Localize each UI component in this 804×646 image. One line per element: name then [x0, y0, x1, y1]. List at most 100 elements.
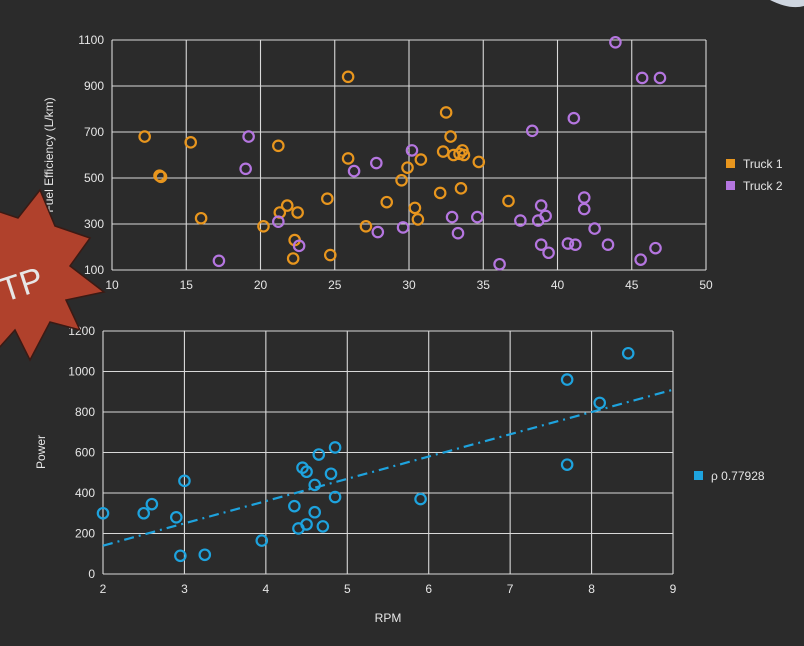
data-point: [514, 214, 527, 227]
y-tick-label: 700: [84, 125, 104, 139]
data-point: [396, 221, 410, 234]
data-point: [347, 164, 361, 178]
y-tick-label: 1100: [78, 33, 104, 47]
y-tick-label: 0: [88, 567, 95, 581]
data-point: [649, 241, 662, 255]
data-point: [255, 534, 269, 547]
grid: [111, 39, 707, 271]
y-tick-label: 800: [75, 405, 95, 419]
data-point: [408, 201, 422, 215]
data-point: [457, 148, 471, 162]
legend: ρ 0.77928: [694, 469, 765, 483]
data-point: [621, 346, 635, 360]
data-point: [593, 396, 607, 410]
legend: Truck 1 Truck 2: [726, 157, 783, 193]
data-point: [414, 492, 427, 506]
data-point: [198, 548, 212, 562]
data-point: [169, 510, 183, 524]
data-point: [601, 238, 615, 251]
data-point: [242, 130, 255, 143]
data-point: [138, 130, 151, 143]
legend-swatch: [694, 471, 703, 480]
data-point: [370, 156, 383, 170]
y-tick-label: 400: [75, 486, 95, 500]
data-point: [635, 71, 649, 85]
x-tick-label: 5: [344, 582, 351, 596]
data-point: [502, 194, 515, 208]
data-point: [286, 252, 300, 265]
data-point: [653, 71, 667, 85]
y-axis-title: Power: [34, 435, 48, 469]
data-point: [561, 237, 575, 250]
data-point: [542, 246, 555, 260]
y-tick-label: 1000: [68, 365, 95, 379]
y-tick-label: 900: [84, 79, 104, 93]
legend-label: Truck 1: [743, 157, 783, 171]
data-point: [288, 499, 301, 513]
data-points: [96, 346, 635, 563]
data-point: [316, 520, 330, 533]
x-tick-label: 9: [670, 582, 677, 596]
data-point: [154, 170, 168, 184]
x-tick-label: 35: [477, 278, 491, 292]
data-point: [194, 211, 208, 225]
data-point: [569, 238, 582, 251]
data-point: [439, 106, 453, 119]
x-tick-label: 8: [588, 582, 595, 596]
data-point: [444, 130, 457, 143]
y-tick-label: 200: [75, 527, 95, 541]
data-point: [359, 220, 373, 233]
data-point: [257, 220, 270, 233]
data-point: [472, 155, 486, 169]
data-point: [471, 210, 484, 224]
data-point: [405, 144, 419, 157]
data-point: [184, 136, 198, 149]
data-point: [525, 124, 539, 138]
x-tick-label: 10: [105, 278, 119, 292]
fuel-efficiency-chart: 10 15 20 25 30 35 40 45 50 100 300 500 700 900 1100 Fu…: [42, 33, 783, 292]
x-tick-label: 20: [254, 278, 268, 292]
data-point: [300, 465, 313, 479]
data-point: [300, 518, 313, 531]
legend-label: ρ 0.77928: [711, 469, 765, 483]
legend-swatch: [726, 159, 735, 168]
x-tick-label: 7: [507, 582, 514, 596]
data-point: [560, 458, 574, 471]
data-point: [414, 153, 428, 166]
x-axis-title: RPM: [375, 611, 402, 625]
tick-labels: 10 15 20 25 30 35 40 45 50 100 300 500 700 900 1100: [78, 33, 713, 292]
data-point: [212, 254, 226, 268]
data-point: [328, 490, 342, 504]
data-point: [292, 239, 306, 253]
y-axis-title: Fuel Efficiency (L/km): [42, 97, 56, 212]
burst-shape: [0, 188, 106, 362]
data-point: [454, 182, 468, 195]
data-point: [341, 152, 355, 165]
data-point: [96, 506, 110, 520]
data-point: [341, 70, 355, 84]
data-point: [577, 202, 591, 216]
x-tick-label: 40: [551, 278, 565, 292]
data-point: [324, 467, 338, 481]
data-point: [321, 192, 334, 205]
data-point: [323, 248, 337, 262]
data-point: [137, 506, 151, 520]
grid: [102, 330, 674, 575]
data-points: [138, 35, 667, 271]
x-tick-label: 4: [263, 582, 270, 596]
data-point: [433, 186, 447, 200]
legend-swatch: [726, 181, 735, 190]
data-point: [588, 222, 601, 235]
data-point: [577, 191, 591, 204]
data-point: [493, 257, 506, 271]
x-tick-label: 2: [100, 582, 107, 596]
y-tick-label: 500: [84, 171, 104, 185]
data-point: [634, 253, 647, 266]
data-point: [539, 209, 552, 223]
x-tick-label: 50: [699, 278, 713, 292]
data-point: [371, 225, 385, 239]
data-point: [174, 549, 187, 563]
